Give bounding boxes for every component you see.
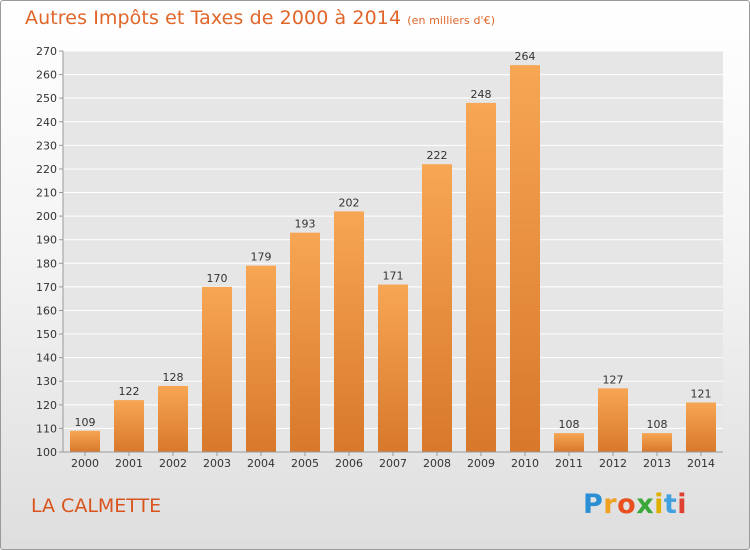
x-tick-label: 2008 bbox=[423, 457, 451, 470]
x-tick-label: 2007 bbox=[379, 457, 407, 470]
bar-value-label: 202 bbox=[339, 196, 360, 209]
bar-2003 bbox=[202, 286, 232, 452]
bar-value-label: 170 bbox=[207, 272, 228, 285]
logo-letter: r bbox=[603, 489, 618, 520]
bar-2005 bbox=[290, 232, 320, 452]
chart-subtitle: (en milliers d'€) bbox=[407, 14, 496, 27]
y-tick-label: 270 bbox=[36, 45, 57, 58]
x-tick-label: 2014 bbox=[687, 457, 715, 470]
bar-2004 bbox=[246, 265, 276, 452]
bar-2012 bbox=[598, 388, 628, 452]
bar-value-label: 179 bbox=[251, 251, 272, 264]
bar-value-label: 128 bbox=[163, 371, 184, 384]
y-tick-label: 130 bbox=[36, 375, 57, 388]
x-tick-label: 2012 bbox=[599, 457, 627, 470]
bar-value-label: 193 bbox=[295, 218, 316, 231]
x-tick-label: 2003 bbox=[203, 457, 231, 470]
x-tick-label: 2009 bbox=[467, 457, 495, 470]
y-tick-label: 210 bbox=[36, 187, 57, 200]
bar-value-label: 127 bbox=[603, 373, 624, 386]
bar-value-label: 121 bbox=[691, 387, 712, 400]
logo-letter: t bbox=[663, 489, 678, 520]
bar-2007 bbox=[378, 284, 408, 452]
x-tick-label: 2013 bbox=[643, 457, 671, 470]
y-tick-label: 100 bbox=[36, 446, 57, 459]
chart-title: Autres Impôts et Taxes de 2000 à 2014 (en… bbox=[25, 7, 495, 29]
proxiti-logo: Proxiti bbox=[583, 489, 687, 520]
x-tick-label: 2000 bbox=[71, 457, 99, 470]
logo-letter: x bbox=[636, 489, 655, 520]
y-tick-label: 110 bbox=[36, 422, 57, 435]
logo-letter: i bbox=[654, 489, 664, 520]
logo-letter: P bbox=[583, 489, 604, 520]
x-tick-label: 2006 bbox=[335, 457, 363, 470]
bar-2013 bbox=[642, 433, 672, 452]
bar-value-label: 122 bbox=[119, 385, 140, 398]
bar-2011 bbox=[554, 433, 584, 452]
bar-2006 bbox=[334, 211, 364, 452]
y-tick-label: 120 bbox=[36, 399, 57, 412]
bar-2009 bbox=[466, 102, 496, 453]
y-tick-label: 260 bbox=[36, 69, 57, 82]
y-tick-label: 150 bbox=[36, 328, 57, 341]
y-tick-label: 180 bbox=[36, 257, 57, 270]
logo-letter: i bbox=[677, 489, 688, 520]
bar-value-label: 222 bbox=[427, 149, 448, 162]
y-tick-label: 240 bbox=[36, 116, 57, 129]
y-tick-label: 250 bbox=[36, 92, 57, 105]
x-tick-label: 2005 bbox=[291, 457, 319, 470]
x-tick-label: 2010 bbox=[511, 457, 539, 470]
y-tick-label: 220 bbox=[36, 163, 57, 176]
bar-value-label: 264 bbox=[515, 50, 536, 63]
y-tick-label: 190 bbox=[36, 234, 57, 247]
bars: 109 122 128 170 179 193 202 171 222 248 264 108 127 1… bbox=[70, 50, 716, 453]
bar-value-label: 109 bbox=[75, 416, 96, 429]
y-tick-label: 160 bbox=[36, 304, 57, 317]
y-axis: 100 110 120 130 140 150 160 170 180 190 200 210 220 2… bbox=[36, 45, 64, 459]
bar-2000 bbox=[70, 430, 100, 452]
x-tick-label: 2001 bbox=[115, 457, 143, 470]
bar-2014 bbox=[686, 402, 716, 452]
y-tick-label: 230 bbox=[36, 139, 57, 152]
x-tick-label: 2002 bbox=[159, 457, 187, 470]
x-tick-label: 2011 bbox=[555, 457, 583, 470]
bar-value-label: 108 bbox=[559, 418, 580, 431]
y-tick-label: 170 bbox=[36, 281, 57, 294]
bar-2008 bbox=[422, 164, 452, 453]
logo-letter: o bbox=[617, 489, 637, 520]
bar-value-label: 108 bbox=[647, 418, 668, 431]
location-name: LA CALMETTE bbox=[31, 495, 162, 517]
bar-2001 bbox=[114, 400, 144, 452]
x-axis: 2000 2001 2002 2003 2004 2005 2006 2007 2008 2009… bbox=[63, 451, 723, 470]
y-tick-label: 140 bbox=[36, 352, 57, 365]
bar-2010 bbox=[510, 65, 540, 452]
chart-title-text: Autres Impôts et Taxes de 2000 à 2014 bbox=[25, 7, 402, 29]
x-tick-label: 2004 bbox=[247, 457, 275, 470]
bar-value-label: 248 bbox=[471, 88, 492, 101]
bar-2002 bbox=[158, 385, 188, 452]
y-tick-label: 200 bbox=[36, 210, 57, 223]
bar-value-label: 171 bbox=[383, 270, 404, 283]
